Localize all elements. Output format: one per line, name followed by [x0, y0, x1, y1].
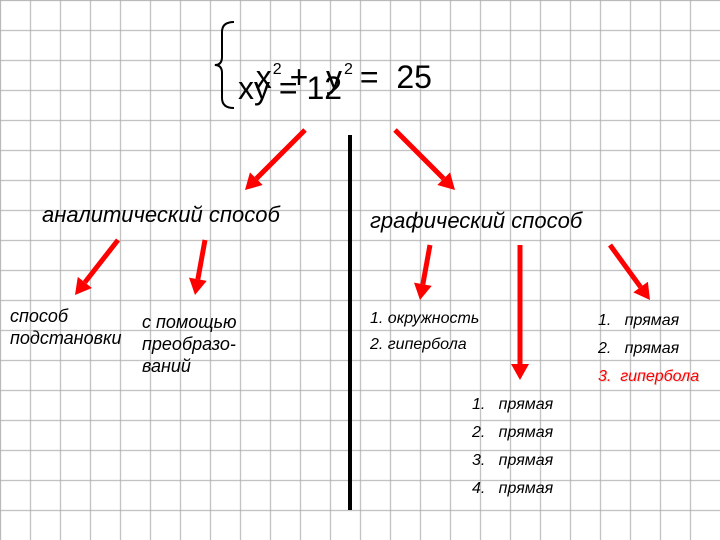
substitution-line2: подстановки [10, 328, 122, 349]
graphical-right-item: 2. прямая [598, 340, 679, 358]
graphical-right-item: 1. прямая [598, 312, 679, 330]
graphical-right-item: 3. гипербола [598, 368, 699, 386]
analytical-label: аналитический способ [42, 202, 280, 228]
transform-line2: преобразо- [142, 334, 236, 355]
eq-sup2: 2 [344, 61, 353, 78]
transform-line1: с помощью [142, 312, 237, 333]
eq-tail: = 25 [351, 59, 432, 95]
graphical-middle-item: 3. прямая [472, 452, 553, 470]
substitution-line1: способ [10, 306, 68, 327]
graphical-middle-item: 2. прямая [472, 424, 553, 442]
graphical-middle-item: 4. прямая [472, 480, 553, 498]
graphical-left-item: 1. окружность [370, 310, 479, 328]
graphical-middle-item: 1. прямая [472, 396, 553, 414]
equation-line-2: xy = 12 [238, 70, 342, 107]
transform-line3: ваний [142, 356, 191, 377]
graphical-left-item: 2. гипербола [370, 336, 467, 354]
graphical-label: графический способ [370, 208, 582, 234]
